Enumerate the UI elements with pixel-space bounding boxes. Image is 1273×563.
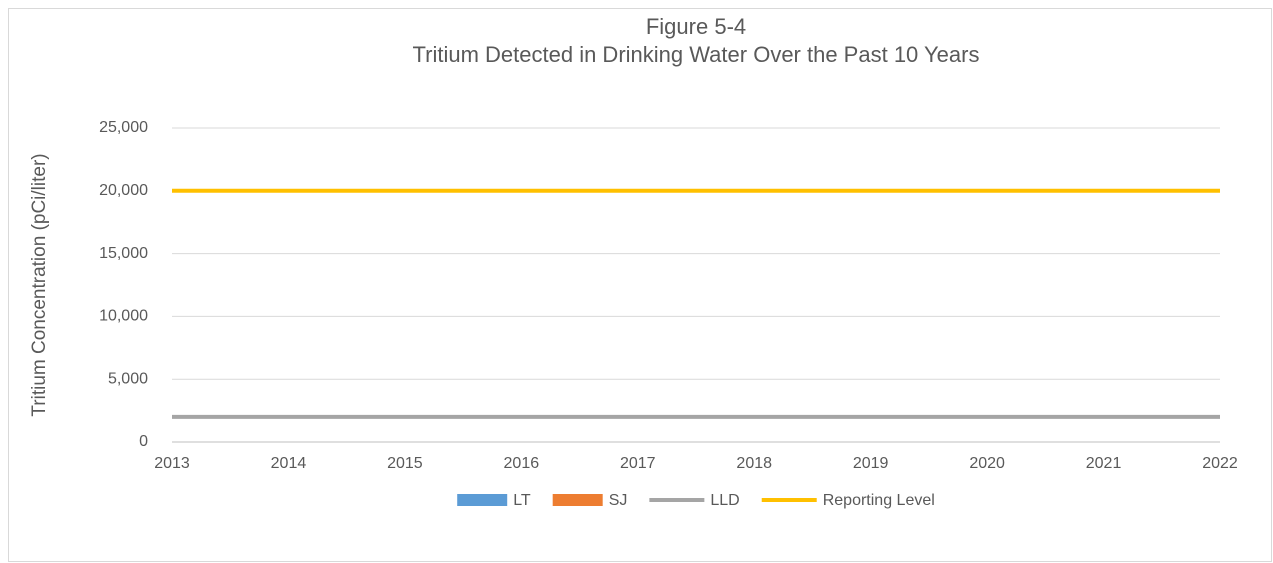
legend-item: LT (457, 492, 531, 509)
y-tick-label: 25,000 (99, 119, 148, 136)
legend-label: Reporting Level (823, 492, 935, 509)
legend-item: SJ (552, 492, 628, 509)
legend-swatch (457, 494, 508, 506)
y-tick-label: 0 (139, 433, 148, 450)
x-tick-label: 2017 (620, 455, 656, 472)
x-tick-label: 2013 (154, 455, 190, 472)
x-tick-label: 2019 (853, 455, 889, 472)
chart-title: Figure 5-4 (646, 14, 746, 39)
y-tick-label: 20,000 (99, 182, 148, 199)
legend-item: Reporting Level (761, 492, 935, 509)
x-tick-label: 2022 (1202, 455, 1238, 472)
x-tick-label: 2014 (271, 455, 307, 472)
legend-swatch (552, 494, 603, 506)
x-tick-label: 2020 (969, 455, 1005, 472)
legend-label: LLD (710, 492, 739, 509)
y-tick-label: 5,000 (108, 370, 148, 387)
legend-item: LLD (649, 492, 740, 509)
legend-label: SJ (609, 492, 628, 509)
x-tick-label: 2021 (1086, 455, 1122, 472)
y-axis-label: Tritium Concentration (pCi/liter) (29, 153, 50, 416)
x-tick-label: 2018 (736, 455, 772, 472)
x-tick-label: 2016 (504, 455, 540, 472)
legend-label: LT (513, 492, 531, 509)
chart-border (8, 8, 1272, 562)
y-tick-label: 15,000 (99, 245, 148, 262)
y-tick-label: 10,000 (99, 308, 148, 325)
chart-subtitle: Tritium Detected in Drinking Water Over … (413, 42, 980, 67)
x-tick-label: 2015 (387, 455, 423, 472)
